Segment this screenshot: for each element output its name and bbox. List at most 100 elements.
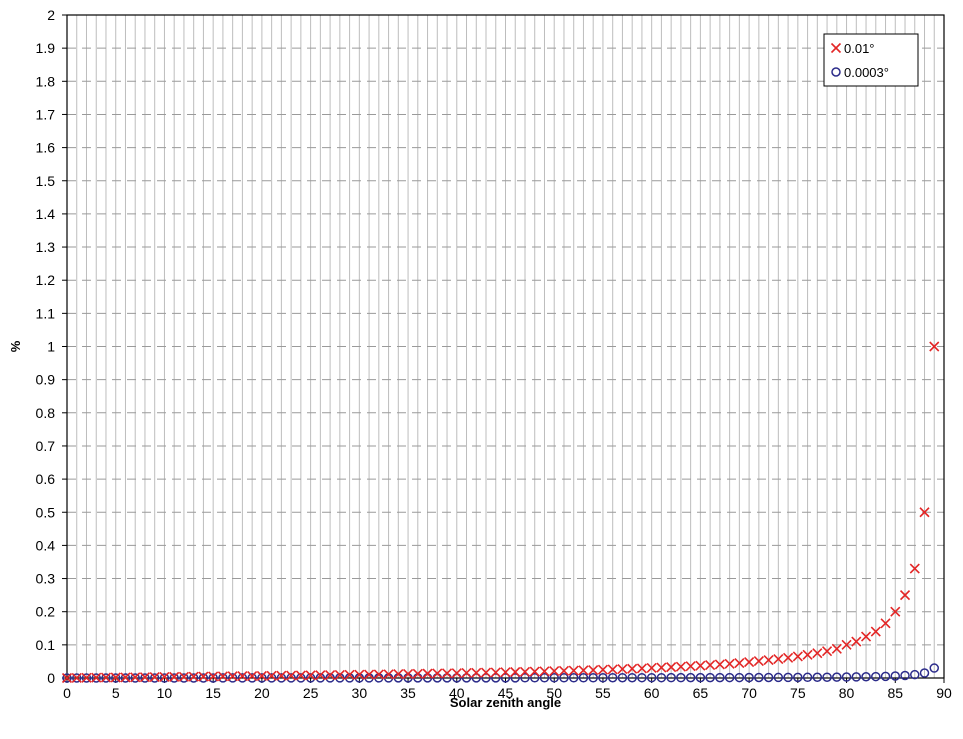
data-point-series-1: [81, 672, 92, 683]
x-marker-stroke: [237, 671, 248, 682]
x-marker-stroke: [100, 672, 112, 683]
data-point-series-2: [169, 673, 179, 683]
data-point-series-1: [100, 672, 112, 683]
x-marker-stroke: [500, 667, 511, 678]
data-point-series-1: [286, 670, 297, 681]
data-point-series-2: [286, 673, 296, 683]
legend-x-glyph: [830, 42, 842, 54]
x-marker-stroke: [266, 670, 277, 681]
data-point-series-2: [705, 672, 715, 683]
data-point-series-1: [685, 661, 696, 672]
y-tick-label: 0.5: [36, 504, 56, 520]
x-marker-stroke: [714, 659, 725, 670]
x-marker-stroke: [519, 666, 531, 677]
data-point-series-2: [724, 672, 735, 683]
x-tick-label: 65: [693, 685, 709, 701]
data-point-series-2: [783, 672, 793, 683]
y-tick-label: 1.6: [36, 140, 56, 156]
data-point-series-1: [91, 672, 102, 683]
x-marker-stroke: [393, 669, 404, 680]
x-marker-stroke: [558, 665, 570, 676]
data-point-series-2: [744, 672, 754, 683]
data-point-series-1: [422, 668, 433, 679]
data-point-series-2: [880, 671, 891, 682]
x-tick-label: 30: [352, 685, 368, 701]
data-point-series-2: [715, 672, 725, 683]
x-marker-stroke: [480, 667, 492, 678]
data-point-series-1: [120, 672, 131, 683]
data-point-series-1: [325, 669, 336, 681]
y-tick-label: 0.2: [36, 604, 56, 620]
x-tick-label: 70: [741, 685, 757, 701]
data-point-series-2: [198, 673, 209, 683]
x-marker-stroke: [169, 671, 180, 682]
data-point-series-1: [110, 672, 121, 683]
x-marker-stroke: [510, 666, 521, 678]
data-point-series-2: [676, 672, 686, 683]
y-tick-label: 1.5: [36, 173, 56, 189]
data-point-series-1: [870, 626, 881, 637]
y-tick-label: 1.3: [36, 239, 56, 255]
data-point-series-1: [500, 667, 511, 678]
legend: 0.01° 0.0003°: [823, 33, 919, 87]
data-point-series-2: [763, 672, 774, 683]
data-point-series-1: [188, 671, 199, 682]
x-marker-stroke: [909, 563, 920, 574]
data-point-series-1: [890, 606, 901, 617]
x-tick-label: 0: [63, 685, 71, 701]
data-point-series-1: [636, 663, 647, 674]
x-marker-stroke: [315, 670, 326, 681]
x-marker-stroke: [61, 672, 73, 684]
data-point-series-2: [812, 672, 823, 682]
x-marker-stroke: [432, 668, 443, 679]
x-marker-stroke: [666, 662, 677, 673]
x-marker-stroke: [91, 672, 102, 683]
y-tick-label: 0.7: [36, 438, 56, 454]
data-point-series-1: [344, 669, 355, 680]
data-point-series-1: [675, 661, 686, 672]
data-point-series-2: [578, 673, 589, 683]
data-point-series-1: [373, 669, 384, 680]
data-point-series-1: [783, 652, 794, 663]
x-marker-stroke: [636, 663, 647, 674]
data-point-series-2: [481, 673, 491, 683]
x-marker-stroke: [364, 669, 375, 680]
x-marker-stroke: [344, 669, 355, 680]
data-point-series-2: [500, 673, 511, 683]
data-point-series-1: [412, 668, 423, 679]
data-point-series-2: [910, 669, 920, 680]
x-marker-stroke: [890, 606, 901, 617]
x-marker-stroke: [227, 671, 238, 682]
data-point-series-1: [529, 666, 540, 677]
x-marker-stroke: [783, 652, 794, 663]
x-marker-stroke: [880, 618, 891, 629]
data-point-series-2: [491, 673, 501, 683]
data-point-series-1: [724, 658, 735, 669]
y-tick-labels: 0 0.1 0.2 0.3 0.4 0.5 0.6 0.7 0.8 0.9 1 1.1 1.2 1.3 1.…: [36, 7, 56, 686]
y-tick-label: 2: [47, 7, 55, 23]
data-markers: [61, 341, 940, 684]
data-point-series-1: [841, 639, 852, 650]
x-marker-stroke: [870, 626, 881, 637]
x-tick-label: 35: [400, 685, 416, 701]
data-point-series-1: [666, 662, 677, 673]
data-point-series-1: [822, 646, 833, 657]
data-point-series-1: [812, 648, 823, 659]
x-marker-stroke: [373, 669, 384, 680]
x-marker-stroke: [705, 660, 716, 671]
data-point-series-1: [276, 670, 287, 681]
x-marker-stroke: [256, 670, 267, 681]
data-point-series-1: [802, 649, 813, 660]
data-point-series-2: [549, 673, 559, 683]
data-point-series-2: [305, 673, 316, 683]
x-tick-label: 60: [644, 685, 660, 701]
data-point-series-2: [617, 672, 628, 683]
x-marker-stroke: [422, 668, 433, 679]
legend-marker-circle-icon: [831, 67, 841, 77]
data-point-series-1: [208, 671, 219, 682]
x-marker-stroke: [724, 658, 735, 669]
x-marker-stroke: [286, 670, 297, 681]
x-marker-stroke: [549, 666, 560, 677]
data-point-series-2: [159, 673, 170, 683]
x-marker-stroke: [802, 649, 813, 660]
